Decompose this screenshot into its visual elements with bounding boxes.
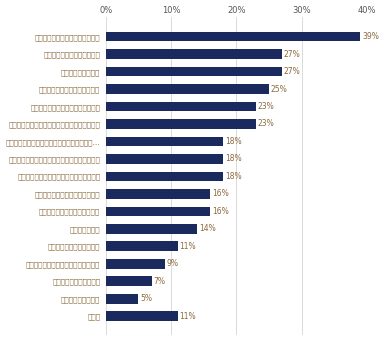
Bar bbox=[106, 189, 210, 199]
Bar bbox=[106, 84, 269, 94]
Bar bbox=[106, 154, 223, 164]
Text: 18%: 18% bbox=[225, 137, 242, 146]
Bar bbox=[106, 67, 282, 76]
Text: 11%: 11% bbox=[180, 312, 196, 321]
Text: 7%: 7% bbox=[154, 277, 166, 286]
Bar bbox=[106, 102, 256, 111]
Bar bbox=[106, 32, 360, 41]
Bar bbox=[106, 49, 282, 59]
Bar bbox=[106, 311, 178, 321]
Text: 25%: 25% bbox=[271, 85, 288, 93]
Text: 16%: 16% bbox=[212, 189, 229, 198]
Bar bbox=[106, 241, 178, 251]
Bar bbox=[106, 294, 139, 303]
Text: 18%: 18% bbox=[225, 154, 242, 163]
Bar bbox=[106, 277, 152, 286]
Text: 11%: 11% bbox=[180, 242, 196, 251]
Text: 39%: 39% bbox=[362, 32, 379, 41]
Text: 27%: 27% bbox=[284, 67, 301, 76]
Text: 16%: 16% bbox=[212, 207, 229, 216]
Text: 18%: 18% bbox=[225, 172, 242, 181]
Text: 23%: 23% bbox=[258, 119, 275, 129]
Bar bbox=[106, 137, 223, 146]
Text: 27%: 27% bbox=[284, 49, 301, 59]
Text: 23%: 23% bbox=[258, 102, 275, 111]
Text: 14%: 14% bbox=[199, 224, 216, 233]
Text: 5%: 5% bbox=[141, 294, 152, 303]
Bar bbox=[106, 259, 165, 269]
Bar bbox=[106, 119, 256, 129]
Bar bbox=[106, 172, 223, 181]
Bar bbox=[106, 207, 210, 216]
Text: 9%: 9% bbox=[167, 259, 179, 268]
Bar bbox=[106, 224, 197, 234]
